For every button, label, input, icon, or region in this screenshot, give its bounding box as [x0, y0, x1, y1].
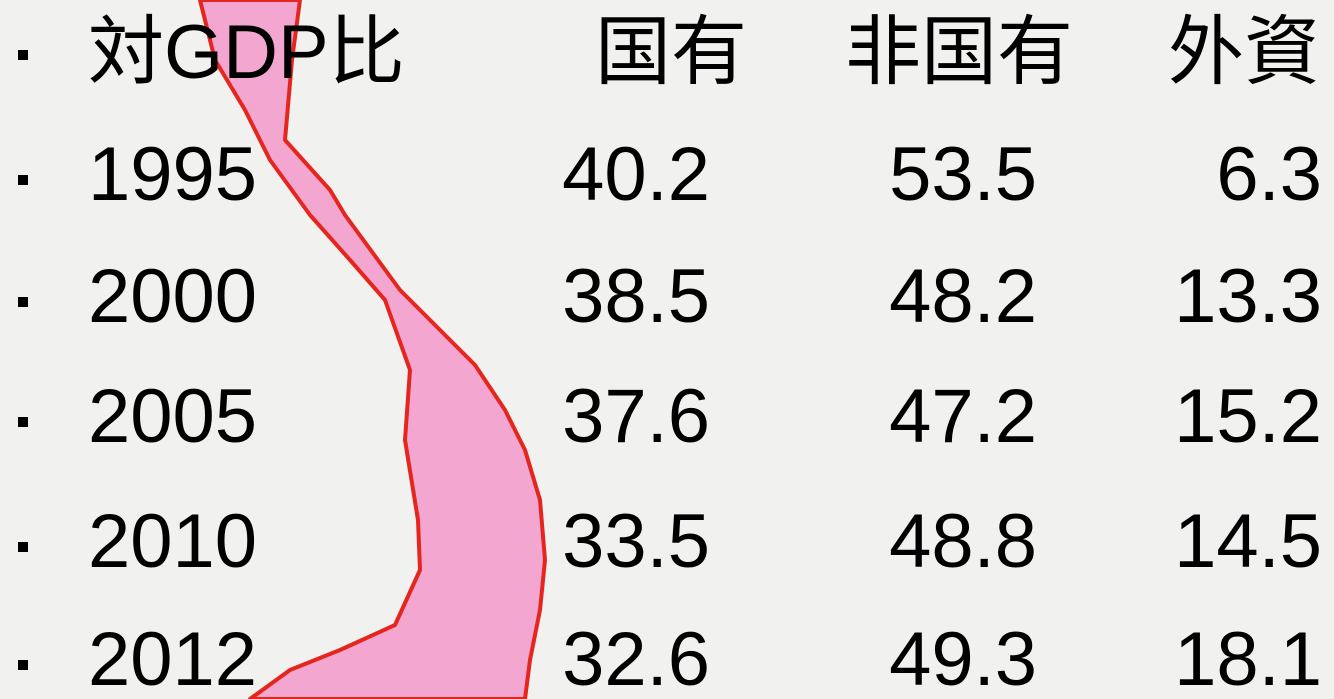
bullet — [18, 50, 28, 60]
header-cell: 外資 — [1168, 10, 1320, 95]
bullet — [18, 175, 28, 185]
map-shape — [198, 0, 547, 699]
year-cell: 2000 — [88, 254, 257, 339]
value-cell: 48.8 — [889, 499, 1037, 584]
value-cell: 14.5 — [1174, 499, 1322, 584]
bullets — [18, 50, 28, 670]
value-cell: 15.2 — [1174, 374, 1322, 459]
table: 対GDP比 国有 非国有 外資 1995 40.2 53.5 6.3 2000 38.5 48.2 1… — [88, 10, 1322, 699]
bullet — [18, 542, 28, 552]
bullet — [18, 660, 28, 670]
value-cell: 53.5 — [889, 132, 1037, 217]
value-cell: 47.2 — [889, 374, 1037, 459]
value-cell: 18.1 — [1174, 617, 1322, 699]
value-cell: 32.6 — [562, 617, 710, 699]
bullet — [18, 297, 28, 307]
value-cell: 49.3 — [889, 617, 1037, 699]
header-cell: 非国有 — [845, 10, 1073, 95]
value-cell: 38.5 — [562, 254, 710, 339]
year-cell: 2010 — [88, 499, 257, 584]
value-cell: 33.5 — [562, 499, 710, 584]
year-cell: 2005 — [88, 374, 257, 459]
value-cell: 48.2 — [889, 254, 1037, 339]
value-cell: 6.3 — [1216, 132, 1322, 217]
value-cell: 40.2 — [562, 132, 710, 217]
header-cell: 対GDP比 — [88, 10, 405, 95]
value-cell: 13.3 — [1174, 254, 1322, 339]
year-cell: 1995 — [88, 132, 257, 217]
header-cell: 国有 — [595, 10, 747, 95]
value-cell: 37.6 — [562, 374, 710, 459]
year-cell: 2012 — [88, 617, 257, 699]
bullet — [18, 417, 28, 427]
